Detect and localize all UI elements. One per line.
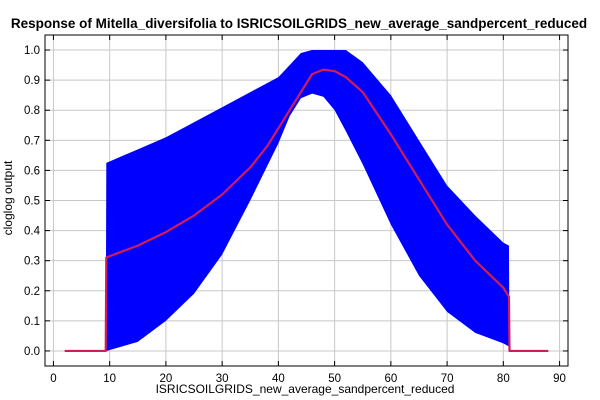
x-tick-label: 80	[497, 373, 510, 385]
x-tick-label: 70	[441, 373, 454, 385]
x-tick-label: 40	[272, 373, 285, 385]
x-axis-label: ISRICSOILGRIDS_new_average_sandpercent_r…	[156, 382, 455, 396]
x-tick-label: 90	[553, 373, 566, 385]
y-tick-label: 0.0	[24, 346, 40, 358]
y-axis-label: cloglog output	[1, 160, 15, 235]
response-line	[64, 68, 549, 353]
y-tick-label: 0.2	[24, 286, 40, 298]
x-tick-label: 30	[216, 373, 229, 385]
y-tick-label: 0.7	[24, 135, 40, 147]
x-tick-label: 10	[103, 373, 116, 385]
x-tick-label: 20	[160, 373, 173, 385]
confidence-band-layer	[105, 50, 510, 351]
y-tick-label: 0.1	[24, 316, 40, 328]
x-axis-ticks: 0 10 20 30 40 50 60 70 80 90	[50, 35, 566, 385]
y-tick-label: 0.9	[24, 75, 40, 87]
x-tick-label: 60	[384, 373, 397, 385]
y-tick-label: 0.5	[24, 196, 40, 208]
x-tick-label: 0	[50, 373, 56, 385]
y-axis-ticks: 0.0 0.1 0.2 0.3 0.4 0.5 0.6 0.7 0.8 0.9 1.0	[24, 45, 568, 358]
y-tick-label: 0.8	[24, 105, 40, 117]
chart-title: Response of Mitella_diversifolia to ISRI…	[11, 16, 587, 31]
y-tick-label: 0.4	[24, 226, 41, 238]
confidence-band	[105, 50, 510, 351]
y-tick-label: 1.0	[24, 45, 40, 57]
x-tick-label: 50	[328, 373, 341, 385]
response-line-layer	[64, 68, 549, 353]
y-tick-label: 0.3	[24, 256, 40, 268]
y-tick-label: 0.6	[24, 165, 40, 177]
